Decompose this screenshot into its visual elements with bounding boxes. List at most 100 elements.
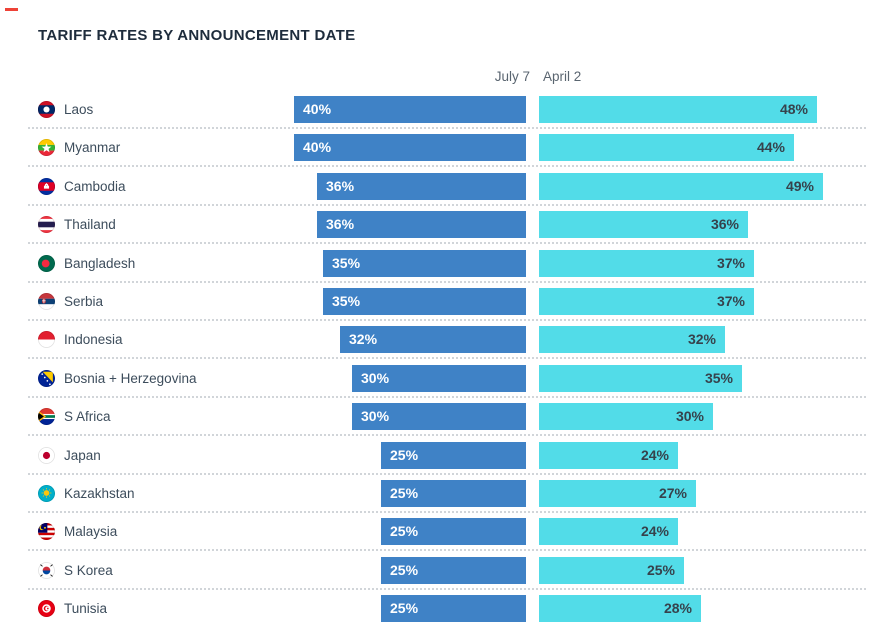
bar-value-april2: 25% [646, 561, 675, 578]
bar-value-july7: 35% [332, 292, 361, 309]
chart-row: Bosnia + Herzegovina 30% 35% [0, 364, 880, 403]
japan-flag-icon [38, 446, 55, 464]
bar-value-july7: 25% [390, 523, 419, 540]
bar-value-april2: 49% [785, 177, 814, 194]
bar-value-april2: 37% [716, 254, 745, 271]
bar-value-july7: 40% [303, 101, 332, 117]
bar-july7: 36% [317, 211, 526, 239]
chart-title: TARIFF RATES BY ANNOUNCEMENT DATE [38, 27, 356, 44]
bar-july7: 25% [381, 441, 526, 469]
bar-april2: 30% [539, 403, 713, 431]
chart-row: S Africa 30% 30% [0, 403, 880, 441]
bar-july7: 30% [352, 403, 526, 431]
bar-value-april2: 27% [658, 484, 687, 501]
bar-april2: 32% [539, 326, 725, 354]
country-name: Laos [64, 102, 94, 117]
s-korea-flag-icon [38, 561, 55, 579]
country-label-cell: S Africa [38, 403, 111, 430]
country-label-cell: Myanmar [38, 134, 120, 161]
country-name: Myanmar [64, 140, 121, 156]
kazakhstan-flag-icon [38, 484, 55, 502]
bangladesh-flag-icon [38, 254, 55, 272]
bar-value-april2: 48% [779, 101, 808, 117]
country-name: S Korea [64, 562, 113, 578]
country-label-cell: Serbia [38, 288, 103, 315]
country-label-cell: Bangladesh [38, 250, 135, 277]
country-name: Malaysia [64, 524, 118, 540]
row-separator [28, 549, 866, 552]
country-name: Serbia [64, 293, 104, 309]
chart-row: Laos 40% 48% [0, 96, 880, 134]
bosnia-flag-icon [38, 369, 55, 387]
bar-value-april2: 35% [704, 369, 733, 386]
chart-row: Tunisia 25% 28% [0, 595, 880, 633]
bar-value-july7: 25% [390, 484, 419, 501]
row-separator [28, 357, 866, 360]
chart-row: Malaysia 25% 24% [0, 518, 880, 556]
country-name: S Africa [64, 409, 111, 425]
chart-row: Thailand 36% 36% [0, 211, 880, 249]
row-separator [28, 165, 866, 168]
country-name: Bosnia + Herzegovina [64, 370, 197, 386]
country-name: Bangladesh [64, 255, 136, 271]
row-separator [28, 242, 866, 245]
bar-value-april2: 30% [675, 408, 704, 425]
bar-july7: 25% [381, 556, 526, 584]
bar-april2: 24% [539, 441, 678, 469]
chart-row: Bangladesh 35% 37% [0, 249, 880, 288]
bar-value-july7: 25% [390, 561, 419, 578]
bar-value-april2: 44% [756, 139, 785, 156]
bar-value-july7: 36% [326, 216, 355, 233]
row-separator [28, 510, 866, 513]
country-name: Japan [64, 447, 101, 463]
bar-april2: 25% [539, 556, 684, 584]
bar-value-july7: 40% [303, 139, 332, 156]
indonesia-flag-icon [38, 331, 55, 349]
bar-july7: 32% [340, 326, 526, 354]
country-label-cell: Bosnia + Herzegovina [38, 365, 196, 392]
country-label-cell: Tunisia [38, 595, 107, 622]
row-separator [28, 318, 866, 321]
bar-july7: 25% [381, 518, 526, 546]
row-separator [28, 395, 866, 398]
bar-april2: 49% [539, 172, 823, 200]
chart-row: Cambodia 36% 49% [0, 172, 880, 211]
country-name: Cambodia [64, 178, 126, 194]
chart-row: Kazakhstan 25% 27% [0, 479, 880, 518]
country-name: Kazakhstan [64, 485, 135, 501]
country-label-cell: Japan [38, 442, 101, 469]
bar-july7: 30% [352, 364, 526, 392]
row-separator [28, 472, 866, 475]
s-africa-flag-icon [38, 408, 55, 426]
bar-value-april2: 36% [710, 216, 739, 233]
column-header-april2: April 2 [543, 69, 582, 84]
bar-value-july7: 32% [349, 331, 378, 348]
country-label-cell: Kazakhstan [38, 480, 135, 507]
thailand-flag-icon [38, 216, 55, 234]
country-label-cell: Cambodia [38, 173, 126, 200]
row-separator [28, 587, 866, 590]
bar-july7: 40% [294, 96, 526, 123]
country-name: Indonesia [64, 332, 123, 348]
red-dash-decoration [5, 8, 18, 11]
chart-row: S Korea 25% 25% [0, 556, 880, 595]
country-name: Tunisia [64, 601, 108, 617]
serbia-flag-icon [38, 292, 55, 310]
bar-april2: 44% [539, 134, 794, 162]
country-label-cell: S Korea [38, 557, 113, 584]
bar-value-april2: 24% [640, 446, 669, 463]
bar-july7: 25% [381, 479, 526, 507]
row-separator [28, 127, 866, 129]
row-separator [28, 280, 866, 283]
chart-row: Myanmar 40% 44% [0, 134, 880, 172]
bar-april2: 35% [539, 364, 742, 392]
myanmar-flag-icon [38, 139, 55, 157]
chart-row: Serbia 35% 37% [0, 287, 880, 326]
bar-value-july7: 35% [332, 254, 361, 271]
column-header-july7: July 7 [494, 69, 530, 84]
bar-april2: 28% [539, 595, 701, 623]
bar-value-july7: 30% [361, 369, 390, 386]
bar-value-april2: 28% [663, 600, 692, 617]
bar-july7: 25% [381, 595, 526, 623]
